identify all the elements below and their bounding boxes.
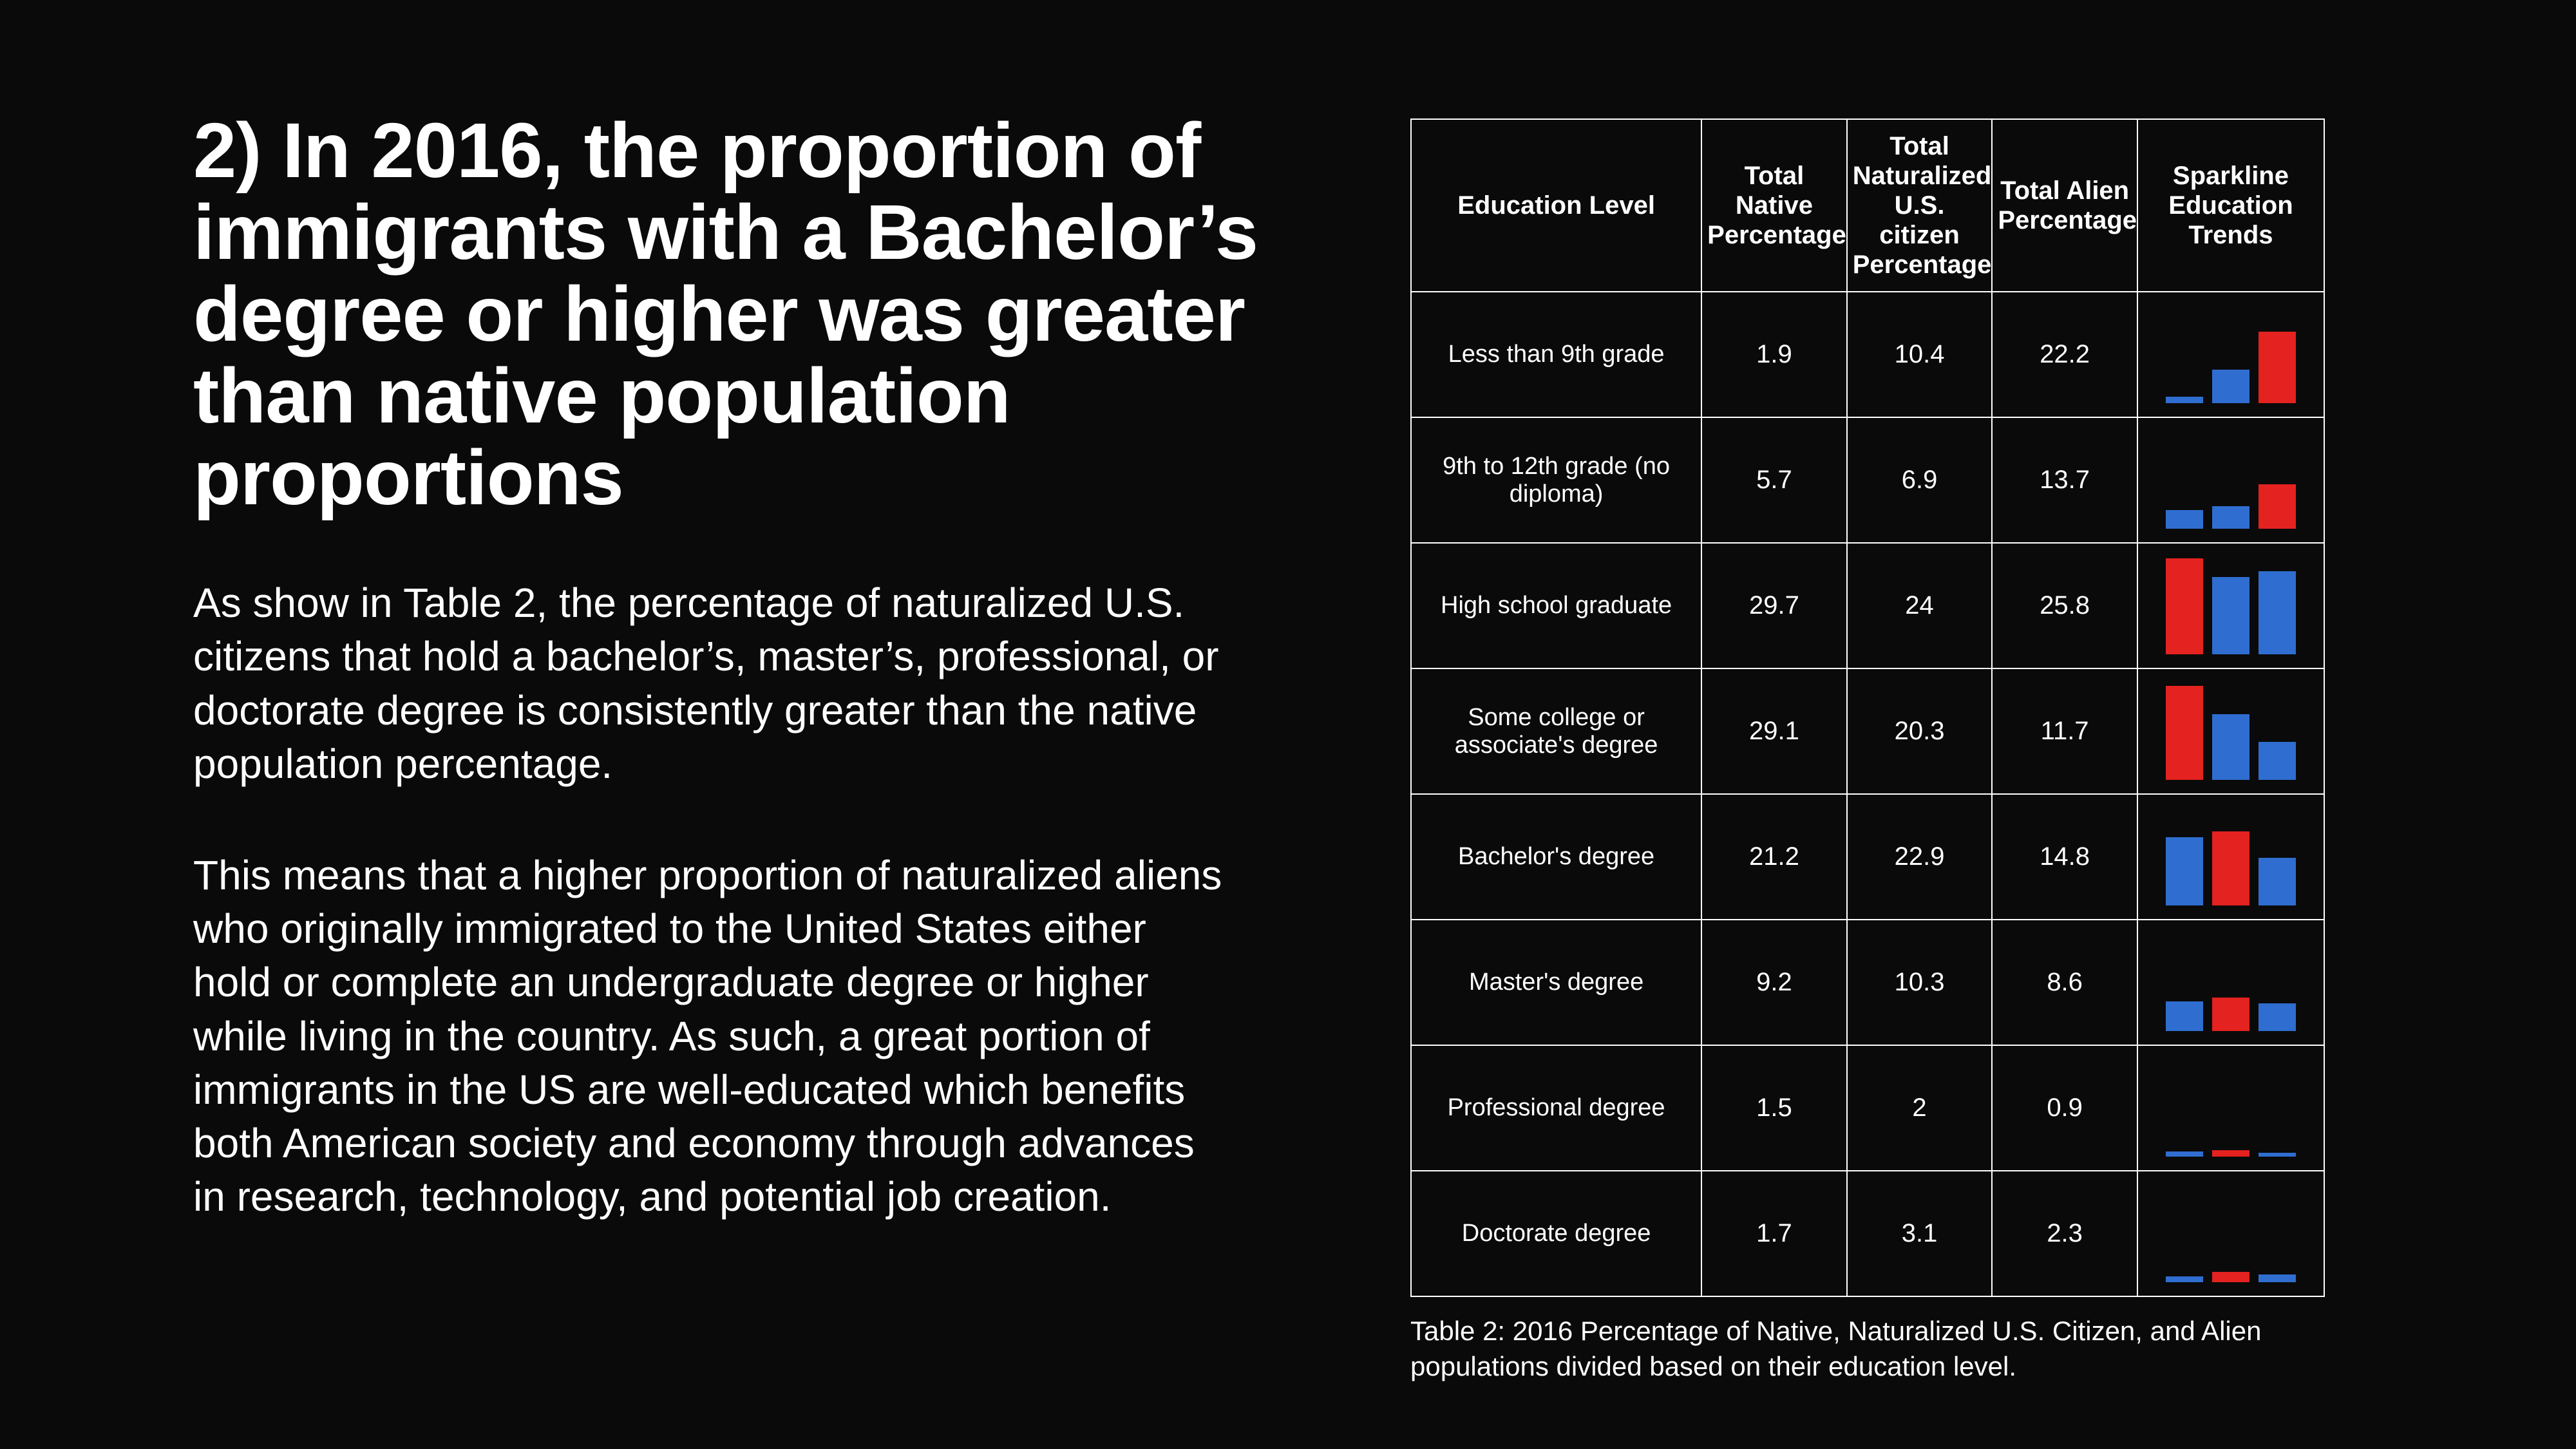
table-row: Master's degree9.210.38.6 [1411,920,2324,1045]
data-cell: 1.7 [1701,1171,1847,1296]
table-row: Less than 9th grade1.910.422.2 [1411,292,2324,417]
education-table: Education Level Total Native Percentage … [1410,118,2325,1297]
table-row: 9th to 12th grade (no diploma)5.76.913.7 [1411,417,2324,543]
sparkline [2150,432,2312,529]
sparkline-cell [2137,417,2324,543]
sparkline-cell [2137,1045,2324,1171]
sparkline-bar [2166,1276,2203,1282]
table-caption: Table 2: 2016 Percentage of Native, Natu… [1410,1314,2312,1384]
heading: 2) In 2016, the proportion of immigrants… [193,109,1320,518]
data-cell: 22.9 [1847,794,1993,920]
sparkline-cell [2137,794,2324,920]
col-header-education: Education Level [1411,119,1701,292]
table-row: High school graduate29.72425.8 [1411,543,2324,668]
table-body: Less than 9th grade1.910.422.29th to 12t… [1411,292,2324,1296]
sparkline-bar [2212,506,2249,529]
sparkline-bar [2259,484,2296,529]
sparkline-bar [2166,686,2203,780]
sparkline [2150,809,2312,905]
sparkline-bar [2212,714,2249,780]
col-header-native: Total Native Percentage [1701,119,1847,292]
data-cell: 13.7 [1992,417,2137,543]
col-header-sparkline: Sparkline Education Trends [2137,119,2324,292]
sparkline-bar [2212,1150,2249,1157]
text-column: 2) In 2016, the proportion of immigrants… [193,109,1320,1340]
sparkline-bar [2212,1272,2249,1282]
data-cell: 1.9 [1701,292,1847,417]
sparkline-bar [2166,397,2203,403]
sparkline-bar [2259,332,2296,403]
data-cell: 0.9 [1992,1045,2137,1171]
row-label: High school graduate [1411,543,1701,668]
sparkline-bar [2212,370,2249,403]
sparkline-bar [2166,1151,2203,1157]
sparkline-bar [2259,571,2296,654]
data-cell: 24 [1847,543,1993,668]
data-cell: 5.7 [1701,417,1847,543]
table-header-row: Education Level Total Native Percentage … [1411,119,2324,292]
sparkline-bar [2212,998,2249,1031]
data-cell: 9.2 [1701,920,1847,1045]
sparkline-bar [2166,510,2203,529]
row-label: Some college or associate's degree [1411,668,1701,794]
table-row: Some college or associate's degree29.120… [1411,668,2324,794]
sparkline-bar [2259,1274,2296,1282]
table-column: Education Level Total Native Percentage … [1410,109,2325,1340]
col-header-alien: Total Alien Percentage [1992,119,2137,292]
sparkline-cell [2137,668,2324,794]
table-row: Bachelor's degree21.222.914.8 [1411,794,2324,920]
sparkline [2150,1060,2312,1157]
sparkline-bar [2212,831,2249,905]
paragraph-1: As show in Table 2, the percentage of na… [193,576,1224,791]
data-cell: 29.1 [1701,668,1847,794]
sparkline-bar [2166,1001,2203,1031]
paragraph-2: This means that a higher proportion of n… [193,849,1224,1224]
data-cell: 11.7 [1992,668,2137,794]
row-label: Bachelor's degree [1411,794,1701,920]
sparkline-cell [2137,920,2324,1045]
data-cell: 14.8 [1992,794,2137,920]
sparkline [2150,307,2312,403]
col-header-naturalized: Total Naturalized U.S. citizen Percentag… [1847,119,1993,292]
sparkline [2150,1186,2312,1282]
table-row: Doctorate degree1.73.12.3 [1411,1171,2324,1296]
data-cell: 2.3 [1992,1171,2137,1296]
data-cell: 20.3 [1847,668,1993,794]
data-cell: 10.4 [1847,292,1993,417]
slide: 2) In 2016, the proportion of immigrants… [0,0,2576,1449]
table-row: Professional degree1.520.9 [1411,1045,2324,1171]
row-label: Professional degree [1411,1045,1701,1171]
sparkline-bar [2166,558,2203,654]
data-cell: 29.7 [1701,543,1847,668]
row-label: Master's degree [1411,920,1701,1045]
sparkline-cell [2137,1171,2324,1296]
data-cell: 8.6 [1992,920,2137,1045]
row-label: Less than 9th grade [1411,292,1701,417]
row-label: Doctorate degree [1411,1171,1701,1296]
sparkline [2150,934,2312,1031]
sparkline-bar [2259,1003,2296,1031]
sparkline-bar [2166,837,2203,905]
data-cell: 6.9 [1847,417,1993,543]
data-cell: 10.3 [1847,920,1993,1045]
sparkline [2150,558,2312,654]
row-label: 9th to 12th grade (no diploma) [1411,417,1701,543]
sparkline-cell [2137,292,2324,417]
data-cell: 22.2 [1992,292,2137,417]
sparkline-bar [2259,858,2296,905]
data-cell: 25.8 [1992,543,2137,668]
sparkline [2150,683,2312,780]
sparkline-bar [2212,577,2249,654]
data-cell: 3.1 [1847,1171,1993,1296]
sparkline-cell [2137,543,2324,668]
data-cell: 1.5 [1701,1045,1847,1171]
data-cell: 21.2 [1701,794,1847,920]
data-cell: 2 [1847,1045,1993,1171]
sparkline-bar [2259,742,2296,780]
sparkline-bar [2259,1153,2296,1157]
